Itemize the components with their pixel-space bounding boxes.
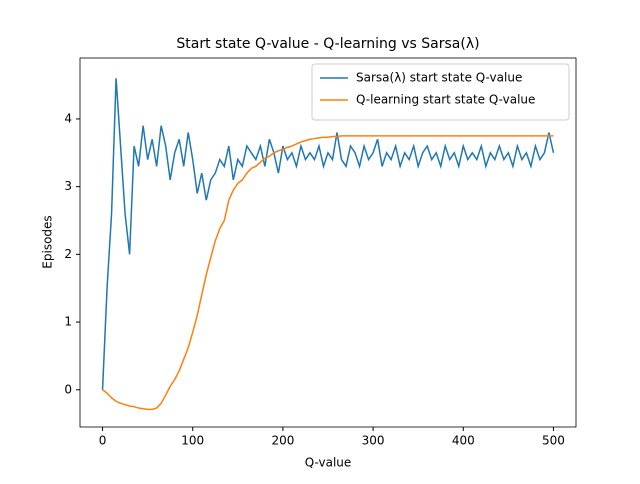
x-tick-label: 100 bbox=[181, 434, 204, 448]
series-line bbox=[101, 78, 555, 390]
x-axis-label: Q-value bbox=[305, 456, 352, 470]
y-tick-label: 2 bbox=[64, 247, 72, 261]
y-tick-label: 4 bbox=[64, 111, 72, 125]
y-tick-label: 0 bbox=[64, 382, 72, 396]
x-tick-label: 0 bbox=[99, 434, 107, 448]
x-tick-label: 300 bbox=[362, 434, 385, 448]
y-axis-label: Episodes bbox=[41, 215, 55, 268]
x-tick-label: 400 bbox=[452, 434, 475, 448]
legend-label: Sarsa(λ) start state Q-value bbox=[356, 71, 522, 85]
legend-label: Q-learning start state Q-value bbox=[356, 93, 535, 107]
chart-title: Start state Q-value - Q-learning vs Sars… bbox=[176, 36, 479, 52]
legend-box bbox=[311, 63, 570, 121]
plot-frame bbox=[79, 57, 577, 428]
y-tick-label: 3 bbox=[64, 179, 72, 193]
x-tick-label: 200 bbox=[271, 434, 294, 448]
y-tick-label: 1 bbox=[64, 315, 72, 329]
x-tick-label: 500 bbox=[542, 434, 565, 448]
series-line bbox=[102, 135, 554, 411]
